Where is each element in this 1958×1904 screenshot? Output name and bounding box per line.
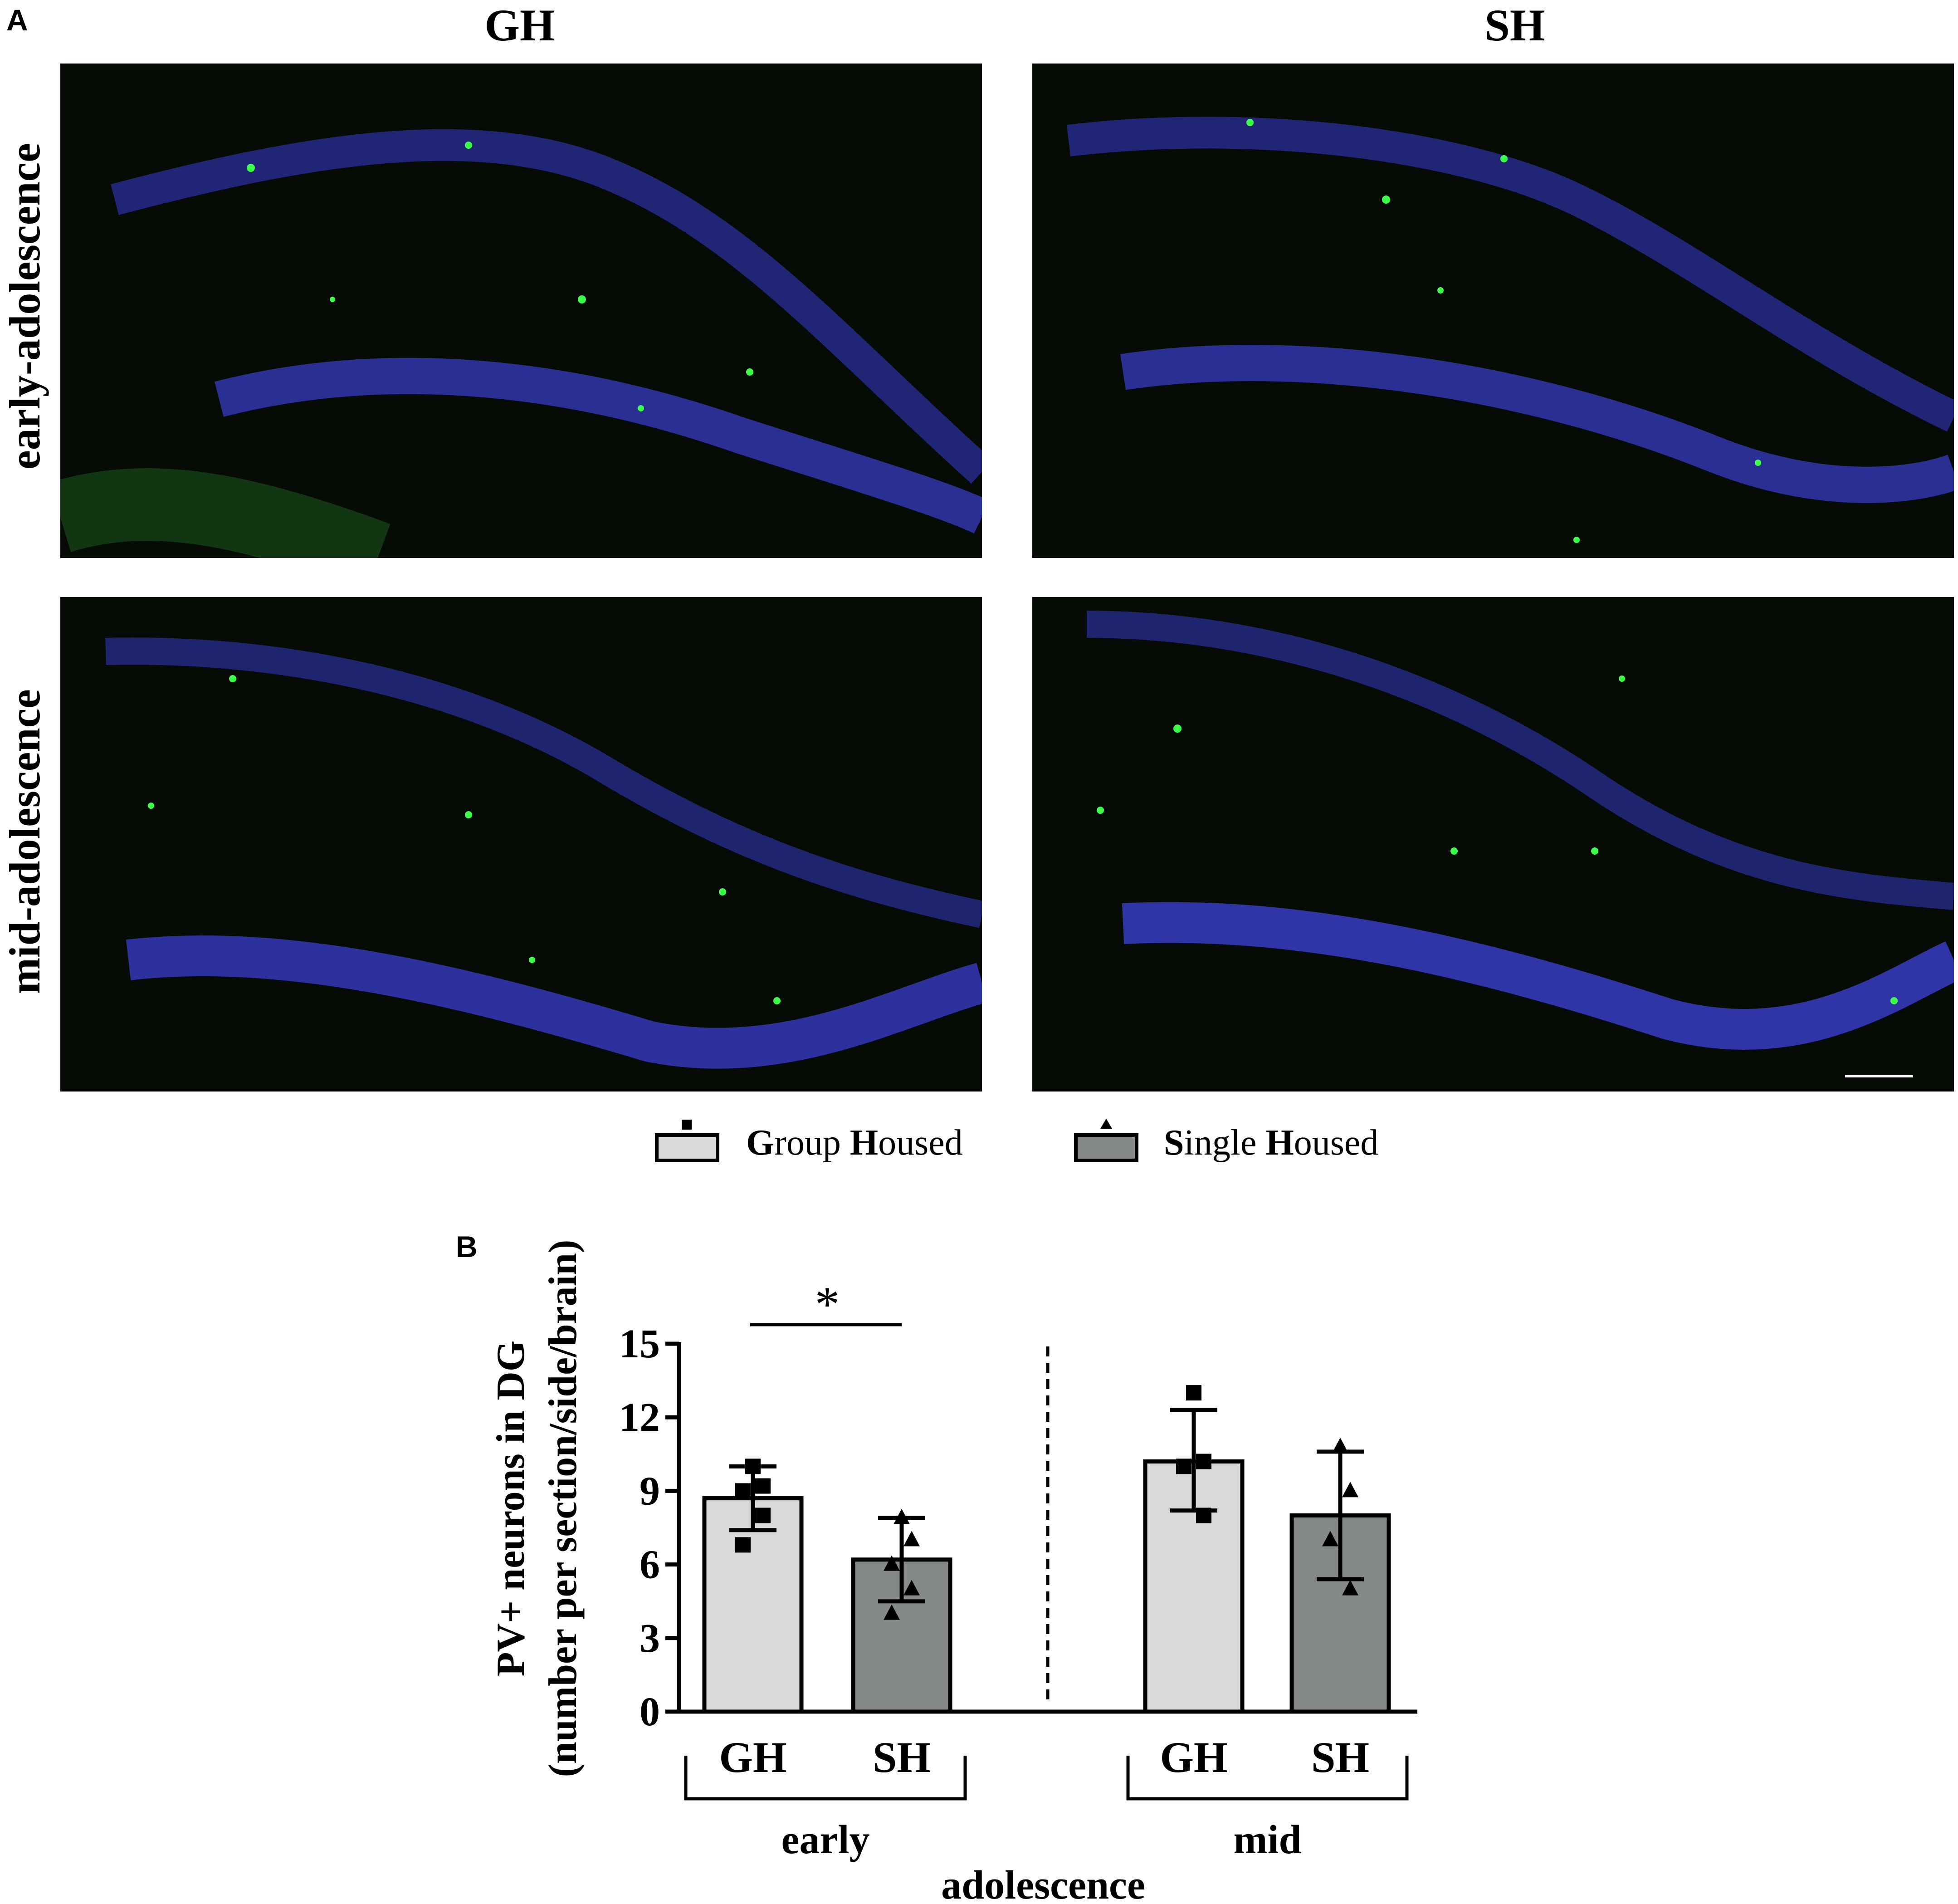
data-point [1176, 1459, 1191, 1474]
column-header-sh: SH [1484, 0, 1545, 50]
micrograph-gh-mid [60, 597, 982, 1091]
panel-a-label: A [6, 3, 28, 37]
data-point [903, 1580, 920, 1596]
data-point [894, 1508, 910, 1524]
significance-asterisk: * [815, 1277, 840, 1332]
y-axis-title-line1: PV+ neurons in DG [489, 1341, 533, 1676]
data-point [1196, 1454, 1211, 1469]
x-tick-label: SH [873, 1733, 931, 1782]
y-tick-label: 0 [640, 1689, 660, 1734]
y-axis-title-line2: (number per section/side/brain) [541, 1240, 585, 1777]
scale-bar [1845, 1075, 1913, 1077]
y-tick-label: 15 [619, 1322, 660, 1366]
data-point [884, 1555, 900, 1571]
x-axis-title: adolescence [941, 1863, 1145, 1904]
group-bracket [684, 1756, 967, 1801]
data-point [903, 1531, 920, 1547]
data-point [1322, 1531, 1338, 1547]
legend-label-group-housed: Group Housed [746, 1123, 963, 1163]
x-tick-label: GH [1160, 1733, 1227, 1782]
data-point [1342, 1580, 1358, 1596]
legend-triangle-marker [1100, 1119, 1112, 1129]
y-tick-label: 3 [640, 1616, 660, 1661]
data-point [1342, 1482, 1358, 1498]
legend [655, 1119, 1138, 1162]
column-header-gh: GH [484, 0, 555, 50]
y-tick-label: 9 [640, 1468, 660, 1513]
x-tick-label: SH [1311, 1733, 1369, 1782]
legend-swatch-group-housed [655, 1133, 719, 1162]
legend-square-marker [682, 1120, 692, 1130]
y-tick-label: 12 [619, 1395, 660, 1440]
data-point [1196, 1508, 1211, 1523]
group-label: early [781, 1817, 870, 1862]
panel-b-label: B [456, 1230, 478, 1263]
bar [702, 1496, 804, 1714]
data-point [1186, 1385, 1201, 1401]
group-label: mid [1233, 1817, 1301, 1862]
micrograph-sh-mid [1032, 597, 1954, 1091]
data-point [755, 1508, 771, 1523]
data-point [755, 1478, 771, 1494]
micrograph-sh-early [1032, 64, 1954, 558]
data-point [735, 1537, 751, 1553]
data-point [1332, 1438, 1348, 1454]
group-bracket [1126, 1756, 1409, 1801]
x-tick-label: GH [719, 1733, 786, 1782]
legend-swatch-single-housed [1074, 1133, 1138, 1162]
micrograph-gh-early [60, 64, 982, 558]
data-point [735, 1483, 751, 1499]
y-axis-title: PV+ neurons in DG (number per section/si… [489, 1240, 585, 1777]
legend-label-single-housed: Single Housed [1164, 1123, 1379, 1163]
data-point [884, 1604, 900, 1620]
y-tick-label: 6 [640, 1542, 660, 1587]
data-point [745, 1459, 761, 1474]
